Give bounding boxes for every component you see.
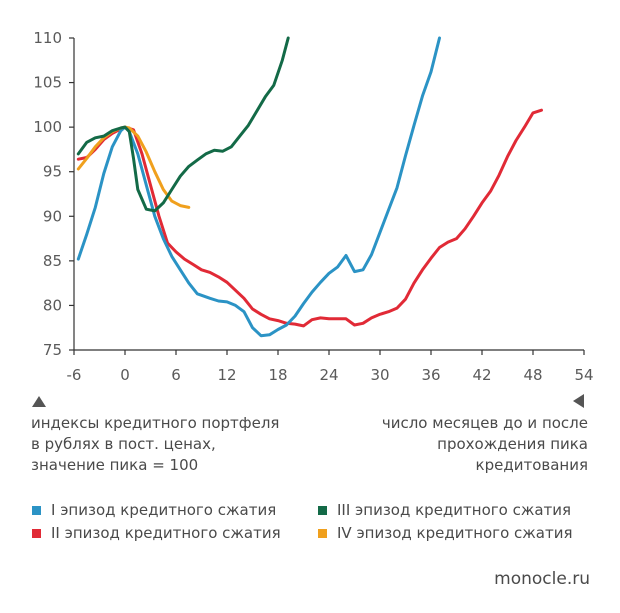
y-tick-label: 105 [33, 74, 62, 92]
legend-swatch [318, 505, 327, 515]
x-tick-label: 0 [120, 366, 130, 384]
x-tick-label: 30 [370, 366, 389, 384]
series-line-2 [76, 108, 543, 328]
y-tick-label: 110 [33, 29, 62, 47]
legend-item-2: II эпизод кредитного сжатия [32, 524, 281, 542]
series-line-1 [76, 36, 441, 338]
x-tick-label: 18 [268, 366, 287, 384]
legend-swatch [318, 528, 327, 538]
x-tick-label: 6 [171, 366, 181, 384]
x-axis-note-line-3: кредитования [475, 456, 588, 474]
legend-label: II эпизод кредитного сжатия [51, 524, 281, 542]
x-tick-label: 36 [421, 366, 440, 384]
axis-layer: 75 80 85 90 95 100 105 110 -6 0 6 12 18 24 30 36 42 48 54 [33, 29, 593, 384]
x-tick-label: 12 [217, 366, 236, 384]
brand-logo-text: monocle.ru [494, 569, 590, 589]
legend-item-3: III эпизод кредитного сжатия [318, 501, 571, 519]
x-tick-label: -6 [67, 366, 82, 384]
line-chart: 75 80 85 90 95 100 105 110 -6 0 6 12 18 24 30 36 42 48 54 [33, 29, 593, 384]
x-tick-label: 54 [574, 366, 593, 384]
y-tick-label: 80 [43, 296, 62, 314]
x-tick-label: 42 [472, 366, 491, 384]
y-tick-label: 90 [43, 207, 62, 225]
y-tick-label: 85 [43, 252, 62, 270]
series-line-3 [76, 36, 290, 213]
legend-label: I эпизод кредитного сжатия [51, 501, 277, 519]
legend-item-4: IV эпизод кредитного сжатия [318, 524, 572, 542]
x-axis-note-line-1: число месяцев до и после [381, 414, 588, 432]
legend-label: III эпизод кредитного сжатия [337, 501, 572, 519]
y-axis-note: индексы кредитного портфеля в рублях в п… [31, 413, 279, 476]
legend-swatch [32, 505, 41, 515]
series-layer [76, 36, 543, 338]
y-axis-note-line-3: значение пика = 100 [31, 456, 199, 474]
up-triangle-icon [32, 396, 46, 407]
x-axis-note: число месяцев до и после прохождения пик… [382, 413, 588, 476]
legend-label: IV эпизод кредитного сжатия [337, 524, 573, 542]
legend-swatch [32, 528, 41, 538]
x-tick-label: 48 [523, 366, 542, 384]
x-tick-label: 24 [319, 366, 338, 384]
left-triangle-icon [573, 394, 584, 408]
x-axis-note-line-2: прохождения пика [437, 435, 588, 453]
legend-item-1: I эпизод кредитного сжатия [32, 501, 276, 519]
y-axis-note-line-1: индексы кредитного портфеля [31, 414, 280, 432]
series-line-4 [76, 125, 191, 209]
y-tick-label: 75 [43, 341, 62, 359]
y-tick-label: 100 [33, 118, 62, 136]
y-tick-label: 95 [43, 163, 62, 181]
y-axis-note-line-2: в рублях в пост. ценах, [31, 435, 216, 453]
